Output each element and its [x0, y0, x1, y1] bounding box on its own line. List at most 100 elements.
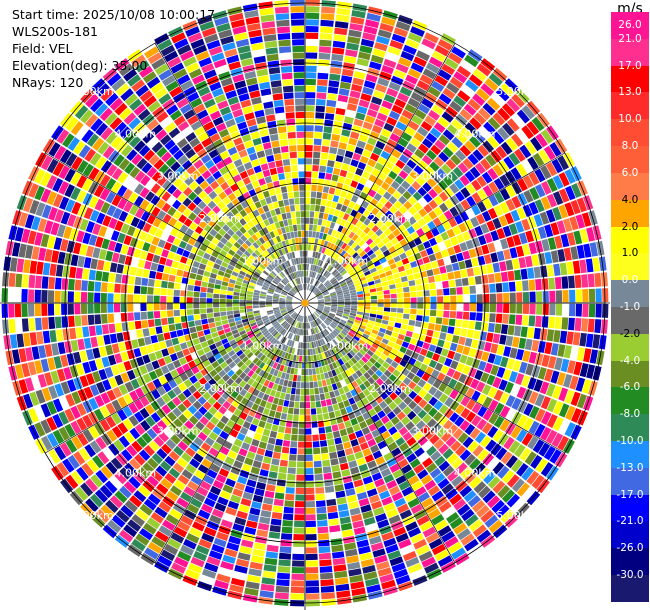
range-gate-cell: [326, 256, 331, 263]
range-gate-cell: [226, 395, 235, 404]
range-gate-cell: [320, 579, 334, 587]
range-gate-cell: [461, 320, 469, 329]
range-gate-cell: [277, 566, 291, 573]
range-gate-cell: [54, 145, 67, 161]
range-gate-cell: [512, 336, 520, 348]
range-gate-cell: [505, 185, 517, 198]
range-gate-cell: [329, 348, 335, 356]
range-gate-cell: [363, 25, 378, 35]
range-gate-cell: [27, 361, 37, 376]
range-gate-cell: [290, 289, 296, 295]
range-gate-cell: [313, 145, 321, 152]
range-gate-cell: [180, 544, 194, 556]
range-gate-cell: [505, 395, 516, 408]
range-gate-cell: [451, 547, 466, 560]
range-gate-cell: [83, 337, 92, 349]
range-gate-cell: [313, 265, 317, 272]
range-gate-cell: [374, 162, 384, 172]
range-gate-cell: [480, 435, 492, 448]
range-gate-cell: [95, 470, 108, 484]
range-gate-cell: [436, 372, 446, 382]
range-gate-cell: [290, 311, 296, 317]
range-gate-cell: [305, 164, 312, 171]
range-gate-cell: [98, 346, 107, 357]
range-gate-cell: [236, 238, 245, 246]
range-gate-cell: [500, 271, 509, 282]
range-gate-cell: [268, 471, 278, 479]
range-gate-cell: [168, 127, 181, 139]
range-gate-cell: [359, 348, 366, 356]
range-gate-cell: [175, 166, 186, 177]
range-gate-cell: [438, 134, 450, 146]
range-gate-cell: [308, 315, 311, 322]
range-gate-cell: [287, 275, 292, 281]
range-gate-cell: [360, 263, 368, 270]
range-gate-cell: [331, 305, 338, 308]
range-gate-cell: [329, 243, 335, 250]
range-gate-cell: [305, 78, 316, 86]
range-gate-cell: [314, 251, 319, 259]
range-gate-cell: [385, 329, 393, 336]
range-gate-cell: [100, 127, 113, 141]
range-gate-cell: [259, 590, 274, 599]
range-gate-cell: [120, 504, 134, 518]
range-gate-cell: [182, 363, 191, 372]
range-gate-cell: [310, 401, 316, 408]
range-gate-cell: [248, 316, 255, 321]
range-gate-cell: [392, 406, 402, 416]
range-gate-cell: [173, 303, 180, 310]
range-gate-cell: [515, 373, 525, 385]
range-gate-cell: [461, 509, 475, 522]
range-gate-cell: [325, 425, 332, 433]
range-gate-cell: [186, 431, 197, 441]
range-gate-cell: [259, 305, 266, 308]
range-gate-cell: [280, 271, 286, 278]
range-gate-cell: [272, 383, 279, 391]
range-gate-cell: [128, 275, 136, 285]
range-gate-cell: [259, 274, 267, 280]
range-gate-cell: [310, 321, 313, 328]
range-gate-cell: [229, 339, 237, 346]
range-gate-cell: [217, 329, 225, 336]
range-gate-cell: [281, 291, 288, 295]
range-gate-cell: [486, 97, 501, 111]
range-gate-cell: [416, 340, 424, 348]
range-gate-cell: [402, 318, 409, 325]
range-gate-cell: [396, 185, 406, 195]
range-gate-cell: [64, 184, 75, 198]
range-gate-cell: [251, 252, 259, 259]
range-gate-cell: [434, 519, 448, 531]
range-gate-cell: [85, 221, 95, 233]
range-gate-cell: [251, 364, 259, 372]
range-gate-cell: [332, 244, 338, 252]
range-gate-cell: [194, 343, 203, 351]
range-gate-cell: [150, 412, 161, 423]
range-gate-cell: [293, 286, 298, 293]
range-gate-cell: [154, 318, 162, 327]
range-gate-cell: [279, 307, 286, 310]
range-gate-cell: [331, 331, 338, 337]
range-gate-cell: [239, 330, 246, 336]
range-gate-cell: [315, 205, 321, 212]
range-gate-cell: [187, 191, 198, 201]
range-gate-cell: [186, 165, 197, 175]
range-gate-cell: [284, 352, 289, 359]
range-gate-cell: [364, 432, 374, 442]
range-gate-cell: [493, 240, 503, 252]
range-gate-cell: [516, 129, 529, 143]
range-gate-cell: [162, 415, 172, 426]
range-gate-cell: [348, 186, 356, 195]
range-gate-cell: [295, 481, 305, 488]
range-gate-cell: [206, 298, 213, 303]
range-gate-cell: [313, 334, 317, 341]
range-gate-cell: [362, 149, 372, 158]
range-gate-cell: [503, 303, 510, 313]
range-gate-cell: [289, 447, 297, 455]
range-gate-cell: [425, 231, 434, 240]
range-gate-cell: [337, 295, 344, 298]
range-gate-cell: [379, 490, 391, 500]
range-gate-cell: [292, 280, 296, 286]
range-gate-cell: [150, 82, 164, 94]
range-gate-cell: [557, 344, 566, 357]
range-gate-cell: [452, 370, 462, 381]
